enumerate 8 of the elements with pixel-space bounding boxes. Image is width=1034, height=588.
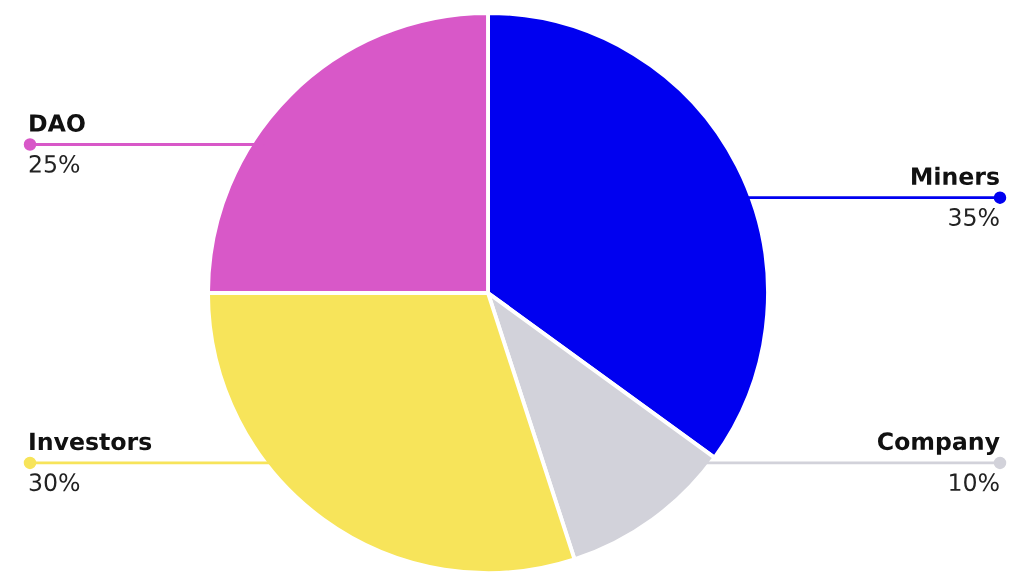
slice-label: DAO <box>30 114 85 132</box>
data-label: 10% <box>950 473 999 492</box>
slice-label: Investors <box>30 432 152 451</box>
slice-label: Company <box>877 432 1000 455</box>
data-label: 25% <box>29 154 80 173</box>
slice-label: Miners <box>912 166 999 186</box>
data-label: 35% <box>949 208 999 226</box>
data-label: 30% <box>29 473 80 492</box>
